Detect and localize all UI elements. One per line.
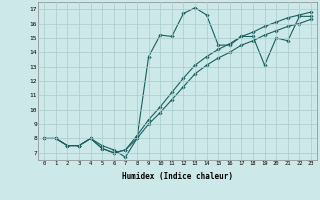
X-axis label: Humidex (Indice chaleur): Humidex (Indice chaleur) xyxy=(122,172,233,181)
